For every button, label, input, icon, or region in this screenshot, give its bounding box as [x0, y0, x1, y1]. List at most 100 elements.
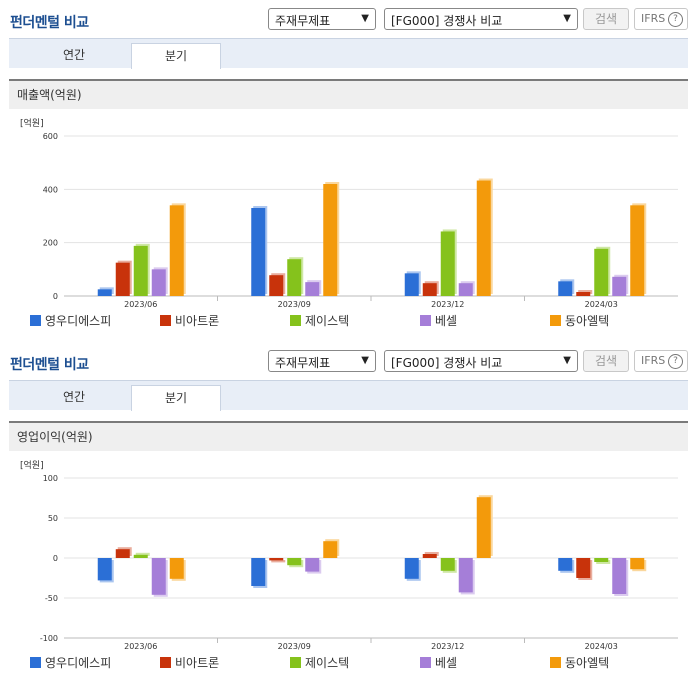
- bar-shadow: [271, 560, 286, 563]
- legend-label: 베셀: [435, 314, 458, 328]
- legend-swatch: [290, 315, 301, 326]
- bar: [558, 281, 573, 296]
- bar: [458, 558, 473, 593]
- revenue-bar-chart: [억원] 0 200 400 600 2023/06 2023/09 2023/12 2024/…: [20, 117, 678, 309]
- ifrs-label: IFRS: [641, 354, 666, 367]
- bar: [305, 282, 320, 296]
- bar: [476, 180, 491, 296]
- legend-swatch: [160, 315, 171, 326]
- x-tick-label: 2024/03: [585, 642, 618, 651]
- bar: [97, 289, 112, 296]
- peer-group-value: [FG000] 경쟁사 비교: [391, 356, 503, 370]
- tab-quarterly[interactable]: 분기: [131, 43, 221, 69]
- x-tick-label: 2023/12: [431, 642, 464, 651]
- bar: [269, 558, 284, 561]
- panel-header: 펀더멘털 비교 주재무제표 ▼ [FG000] 경쟁사 비교 ▼ 검색 IFRS…: [0, 0, 696, 36]
- ifrs-label: IFRS: [641, 12, 666, 25]
- bar: [323, 541, 338, 558]
- chevron-down-icon: ▼: [361, 13, 369, 24]
- chevron-down-icon: ▼: [563, 355, 571, 366]
- bar: [305, 558, 320, 572]
- legend-label: 영우디에스피: [45, 314, 112, 328]
- bar: [287, 259, 302, 296]
- y-tick-label: 100: [43, 474, 58, 483]
- x-tick-label: 2023/12: [431, 300, 464, 309]
- legend-label: 영우디에스피: [45, 656, 112, 670]
- unit-label: [억원]: [20, 459, 44, 471]
- chart-legend: 영우디에스피 비아트론 제이스텍 베셀 동아엘텍: [30, 313, 670, 329]
- legend-label: 제이스텍: [305, 656, 350, 670]
- chevron-down-icon: ▼: [563, 13, 571, 24]
- y-tick-label: -100: [40, 634, 58, 643]
- legend-label: 제이스텍: [305, 314, 350, 328]
- bar: [251, 208, 266, 296]
- ifrs-help-button[interactable]: IFRS ?: [634, 8, 688, 30]
- bar: [404, 273, 419, 296]
- bar: [440, 558, 455, 571]
- bar: [323, 184, 338, 296]
- bar: [422, 554, 437, 558]
- bar: [594, 248, 609, 296]
- help-icon: ?: [668, 354, 683, 369]
- tab-quarterly[interactable]: 분기: [131, 385, 221, 411]
- bar: [476, 497, 491, 558]
- bar: [422, 283, 437, 296]
- bar: [251, 558, 266, 586]
- search-button[interactable]: 검색: [583, 350, 629, 372]
- bar: [115, 549, 130, 558]
- bar: [287, 558, 302, 566]
- bar: [133, 245, 148, 296]
- legend-swatch: [30, 315, 41, 326]
- bar: [151, 269, 166, 296]
- y-tick-label: 200: [43, 239, 58, 248]
- legend-swatch: [420, 315, 431, 326]
- help-icon: ?: [668, 12, 683, 27]
- bar: [612, 558, 627, 594]
- y-tick-label: 400: [43, 185, 58, 194]
- tab-annual[interactable]: 연간: [62, 48, 86, 62]
- legend-label: 베셀: [435, 656, 458, 670]
- ifrs-help-button[interactable]: IFRS ?: [634, 350, 688, 372]
- bar: [612, 276, 627, 296]
- unit-label: [억원]: [20, 117, 44, 129]
- y-tick-label: 600: [43, 132, 58, 141]
- fundamental-panel-revenue: 펀더멘털 비교 주재무제표 ▼ [FG000] 경쟁사 비교 ▼ 검색 IFRS…: [0, 0, 696, 328]
- bar: [169, 558, 184, 579]
- peer-group-select[interactable]: [FG000] 경쟁사 비교 ▼: [384, 8, 578, 30]
- x-tick-label: 2023/06: [124, 300, 157, 309]
- x-tick-label: 2023/09: [278, 642, 311, 651]
- period-tabs: 연간 분기: [9, 38, 688, 69]
- bar: [404, 558, 419, 579]
- operating-profit-bar-chart: [억원] -100 -50 0 50 100 2023/06 2023/09 2023/12 20…: [20, 459, 678, 651]
- statement-type-select[interactable]: 주재무제표 ▼: [268, 350, 376, 372]
- bar: [269, 275, 284, 296]
- fundamental-panel-operating-profit: 펀더멘털 비교 주재무제표 ▼ [FG000] 경쟁사 비교 ▼ 검색 IFRS…: [0, 342, 696, 670]
- legend-swatch: [160, 657, 171, 668]
- y-tick-label: -50: [45, 594, 58, 603]
- legend-swatch: [550, 657, 561, 668]
- section-title: 매출액(억원): [9, 79, 688, 109]
- bar: [630, 205, 645, 296]
- bar: [458, 283, 473, 296]
- statement-type-select[interactable]: 주재무제표 ▼: [268, 8, 376, 30]
- bar: [151, 558, 166, 595]
- period-tabs: 연간 분기: [9, 380, 688, 411]
- bar: [440, 231, 455, 296]
- legend-swatch: [30, 657, 41, 668]
- statement-type-value: 주재무제표: [275, 356, 331, 370]
- bar: [97, 558, 112, 581]
- y-tick-label: 50: [48, 514, 58, 523]
- peer-group-value: [FG000] 경쟁사 비교: [391, 14, 503, 28]
- bar: [133, 554, 148, 558]
- chart-legend: 영우디에스피 비아트론 제이스텍 베셀 동아엘텍: [30, 655, 670, 671]
- legend-label: 동아엘텍: [565, 656, 610, 670]
- legend-label: 동아엘텍: [565, 314, 610, 328]
- legend-label: 비아트론: [175, 314, 220, 328]
- bar: [576, 558, 591, 578]
- search-button[interactable]: 검색: [583, 8, 629, 30]
- y-tick-label: 0: [53, 554, 58, 563]
- x-tick-label: 2023/09: [278, 300, 311, 309]
- peer-group-select[interactable]: [FG000] 경쟁사 비교 ▼: [384, 350, 578, 372]
- panel-title: 펀더멘털 비교: [10, 357, 89, 373]
- tab-annual[interactable]: 연간: [62, 390, 86, 404]
